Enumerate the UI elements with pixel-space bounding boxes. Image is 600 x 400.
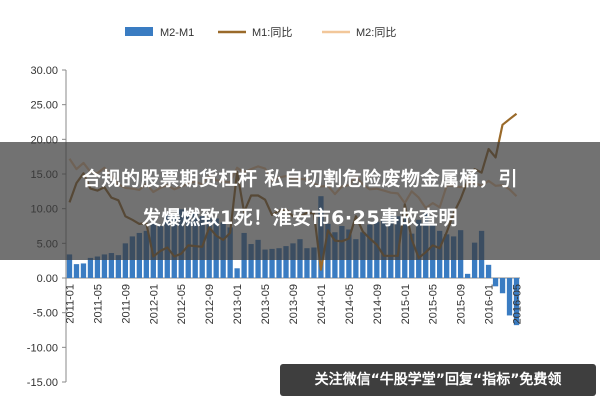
x-tick-label: 2015-01 xyxy=(400,284,412,324)
bar-m2-m1 xyxy=(94,256,101,278)
bar-m2-m1 xyxy=(464,273,471,278)
x-tick-label: 2015-09 xyxy=(456,284,468,324)
bar-m2-m1 xyxy=(290,243,296,278)
bar-m2-m1 xyxy=(471,242,478,278)
y-tick-label: 0.00 xyxy=(37,273,58,285)
bar-m2-m1 xyxy=(66,254,73,278)
bar-m2-m1 xyxy=(304,248,310,278)
headline-line-1[interactable]: 合规的股票期货杠杆 私自切割危险废物金属桶，引 xyxy=(81,168,519,190)
legend-swatch-m2-m1 xyxy=(125,27,153,36)
y-tick-label: -15.00 xyxy=(27,377,58,389)
legend-label-m1: M1:同比 xyxy=(252,26,292,39)
y-tick-label: -5.00 xyxy=(33,308,58,320)
bar-m2-m1 xyxy=(283,246,289,278)
x-tick-label: 2012-01 xyxy=(148,284,160,324)
x-tick-label: 2014-09 xyxy=(372,284,384,324)
x-tick-label: 2014-01 xyxy=(316,284,328,324)
y-tick-label: -10.00 xyxy=(27,342,58,354)
y-tick-label: 25.00 xyxy=(30,100,58,112)
x-tick-label: 2016-01 xyxy=(484,284,496,324)
bar-m2-m1 xyxy=(311,247,317,278)
x-tick-label: 2015-05 xyxy=(428,284,440,324)
x-tick-label: 2014-05 xyxy=(344,284,356,324)
legend-label-m2: M2:同比 xyxy=(356,26,396,39)
legend-label-m2-m1: M2-M1 xyxy=(160,27,194,39)
bar-m2-m1 xyxy=(101,254,108,278)
bar-m2-m1 xyxy=(276,248,282,278)
bar-m2-m1 xyxy=(248,244,254,278)
x-tick-label: 2011-09 xyxy=(120,284,132,324)
bar-m2-m1 xyxy=(87,257,94,278)
bar-m2-m1 xyxy=(269,248,275,278)
bar-m2-m1 xyxy=(262,249,268,278)
x-tick-label: 2013-05 xyxy=(260,284,272,324)
bar-m2-m1 xyxy=(73,264,80,278)
bar-m2-m1 xyxy=(506,278,513,316)
legend: M2-M1 M1:同比 M2:同比 xyxy=(125,26,396,39)
x-tick-label: 2013-01 xyxy=(232,284,244,324)
bar-m2-m1 xyxy=(80,263,87,278)
bar-m2-m1 xyxy=(492,278,499,287)
bar-m2-m1 xyxy=(499,278,506,294)
bar-m2-m1 xyxy=(513,278,520,326)
bar-m2-m1 xyxy=(108,253,115,278)
headline-overlay xyxy=(0,142,600,260)
promo-watermark: 关注微信“牛股学堂”回复“指标”免费领 xyxy=(280,364,596,396)
x-tick-label: 2011-01 xyxy=(64,284,76,324)
bar-m2-m1 xyxy=(234,268,240,278)
x-tick-label: 2012-09 xyxy=(204,284,216,324)
headline-line-2[interactable]: 发爆燃致1死！淮安市6·25事故查明 xyxy=(141,207,459,229)
bar-m2-m1 xyxy=(115,255,122,278)
x-tick-label: 2012-05 xyxy=(176,284,188,324)
x-tick-label: 2013-09 xyxy=(288,284,300,324)
bar-m2-m1 xyxy=(122,243,129,278)
y-tick-label: 30.00 xyxy=(30,65,58,77)
bar-m2-m1 xyxy=(485,264,492,278)
x-tick-label: 2011-05 xyxy=(92,284,104,324)
x-tick-label: 2016-05 xyxy=(512,284,524,324)
